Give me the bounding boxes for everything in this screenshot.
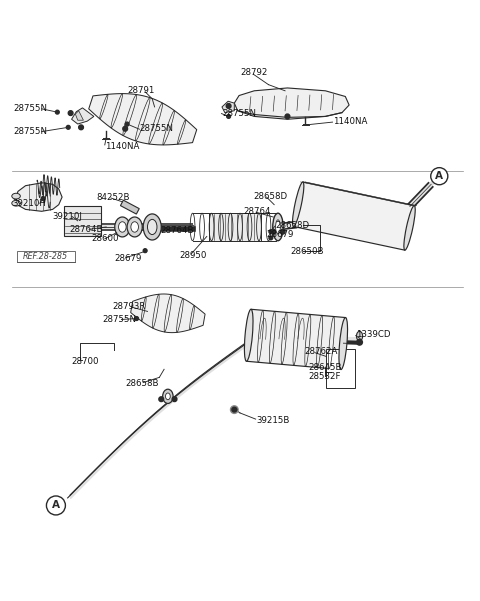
Circle shape bbox=[357, 340, 362, 345]
Polygon shape bbox=[16, 183, 62, 212]
Ellipse shape bbox=[292, 182, 304, 227]
Ellipse shape bbox=[119, 222, 126, 232]
Circle shape bbox=[47, 496, 65, 515]
Text: 28791: 28791 bbox=[128, 87, 155, 96]
Polygon shape bbox=[222, 101, 234, 112]
Text: 28764B: 28764B bbox=[160, 226, 194, 235]
Ellipse shape bbox=[244, 310, 253, 361]
Bar bbox=[120, 200, 139, 214]
Ellipse shape bbox=[147, 219, 157, 234]
Polygon shape bbox=[326, 349, 355, 388]
Circle shape bbox=[232, 407, 237, 412]
Text: 28755N: 28755N bbox=[139, 124, 173, 133]
Text: 28658D: 28658D bbox=[275, 221, 309, 230]
Ellipse shape bbox=[404, 206, 415, 250]
Text: A: A bbox=[52, 501, 60, 510]
Polygon shape bbox=[64, 206, 101, 236]
Circle shape bbox=[269, 236, 273, 240]
Text: 28792: 28792 bbox=[240, 69, 267, 78]
Text: 28793R: 28793R bbox=[112, 302, 145, 311]
Text: 28755N: 28755N bbox=[13, 104, 47, 113]
Circle shape bbox=[56, 110, 59, 114]
Ellipse shape bbox=[127, 217, 142, 237]
Circle shape bbox=[431, 168, 448, 185]
Circle shape bbox=[41, 197, 45, 200]
Ellipse shape bbox=[115, 217, 130, 237]
Text: 39210H: 39210H bbox=[12, 199, 46, 208]
FancyBboxPatch shape bbox=[16, 251, 75, 262]
Circle shape bbox=[271, 230, 276, 234]
Circle shape bbox=[230, 406, 238, 413]
Circle shape bbox=[227, 115, 230, 118]
Ellipse shape bbox=[166, 393, 170, 400]
Circle shape bbox=[280, 230, 285, 234]
Text: 28650B: 28650B bbox=[290, 247, 324, 256]
Text: 28762A: 28762A bbox=[304, 347, 337, 356]
Polygon shape bbox=[72, 108, 94, 124]
Text: 28679: 28679 bbox=[266, 230, 294, 239]
Text: 28950: 28950 bbox=[179, 251, 207, 260]
Ellipse shape bbox=[339, 317, 348, 370]
Ellipse shape bbox=[131, 222, 138, 232]
Text: 39215B: 39215B bbox=[257, 415, 290, 424]
Ellipse shape bbox=[12, 200, 20, 206]
Circle shape bbox=[269, 230, 273, 234]
Text: 28700: 28700 bbox=[72, 357, 99, 366]
Text: 28645B: 28645B bbox=[309, 364, 342, 373]
Polygon shape bbox=[246, 310, 346, 370]
Circle shape bbox=[125, 122, 129, 126]
Text: A: A bbox=[435, 171, 443, 181]
Circle shape bbox=[135, 317, 138, 320]
Text: REF.28-285: REF.28-285 bbox=[23, 252, 68, 261]
Polygon shape bbox=[131, 294, 205, 332]
Text: 28764B: 28764B bbox=[69, 225, 103, 234]
Circle shape bbox=[79, 125, 84, 130]
Text: 28755N: 28755N bbox=[102, 315, 136, 324]
Circle shape bbox=[123, 126, 128, 131]
Polygon shape bbox=[75, 111, 84, 120]
Circle shape bbox=[234, 408, 237, 411]
Polygon shape bbox=[209, 213, 261, 241]
Text: 39210J: 39210J bbox=[53, 212, 83, 221]
Text: 1140NA: 1140NA bbox=[333, 117, 367, 126]
Circle shape bbox=[172, 397, 177, 401]
Text: 1339CD: 1339CD bbox=[356, 330, 391, 339]
Ellipse shape bbox=[273, 213, 283, 241]
Ellipse shape bbox=[163, 389, 173, 403]
Ellipse shape bbox=[276, 220, 280, 234]
Text: 28532F: 28532F bbox=[309, 372, 341, 381]
Text: 28600: 28600 bbox=[92, 234, 119, 243]
Circle shape bbox=[144, 249, 146, 252]
Circle shape bbox=[159, 397, 164, 401]
Text: 28658B: 28658B bbox=[125, 379, 159, 388]
Ellipse shape bbox=[12, 194, 20, 199]
Circle shape bbox=[66, 126, 70, 129]
Text: 28658D: 28658D bbox=[253, 192, 288, 201]
Circle shape bbox=[226, 103, 231, 108]
Ellipse shape bbox=[143, 214, 161, 240]
Text: 28755N: 28755N bbox=[222, 109, 256, 118]
Text: 28755N: 28755N bbox=[13, 127, 47, 136]
Polygon shape bbox=[293, 182, 414, 250]
Circle shape bbox=[285, 114, 290, 119]
Polygon shape bbox=[234, 88, 349, 119]
Circle shape bbox=[143, 249, 147, 252]
Ellipse shape bbox=[357, 331, 363, 341]
Polygon shape bbox=[89, 94, 197, 145]
Text: 28764: 28764 bbox=[244, 207, 271, 216]
Text: 1140NA: 1140NA bbox=[105, 142, 139, 151]
Text: 84252B: 84252B bbox=[96, 192, 130, 201]
Circle shape bbox=[68, 111, 73, 115]
Circle shape bbox=[173, 398, 176, 401]
Text: 28679: 28679 bbox=[115, 254, 142, 263]
